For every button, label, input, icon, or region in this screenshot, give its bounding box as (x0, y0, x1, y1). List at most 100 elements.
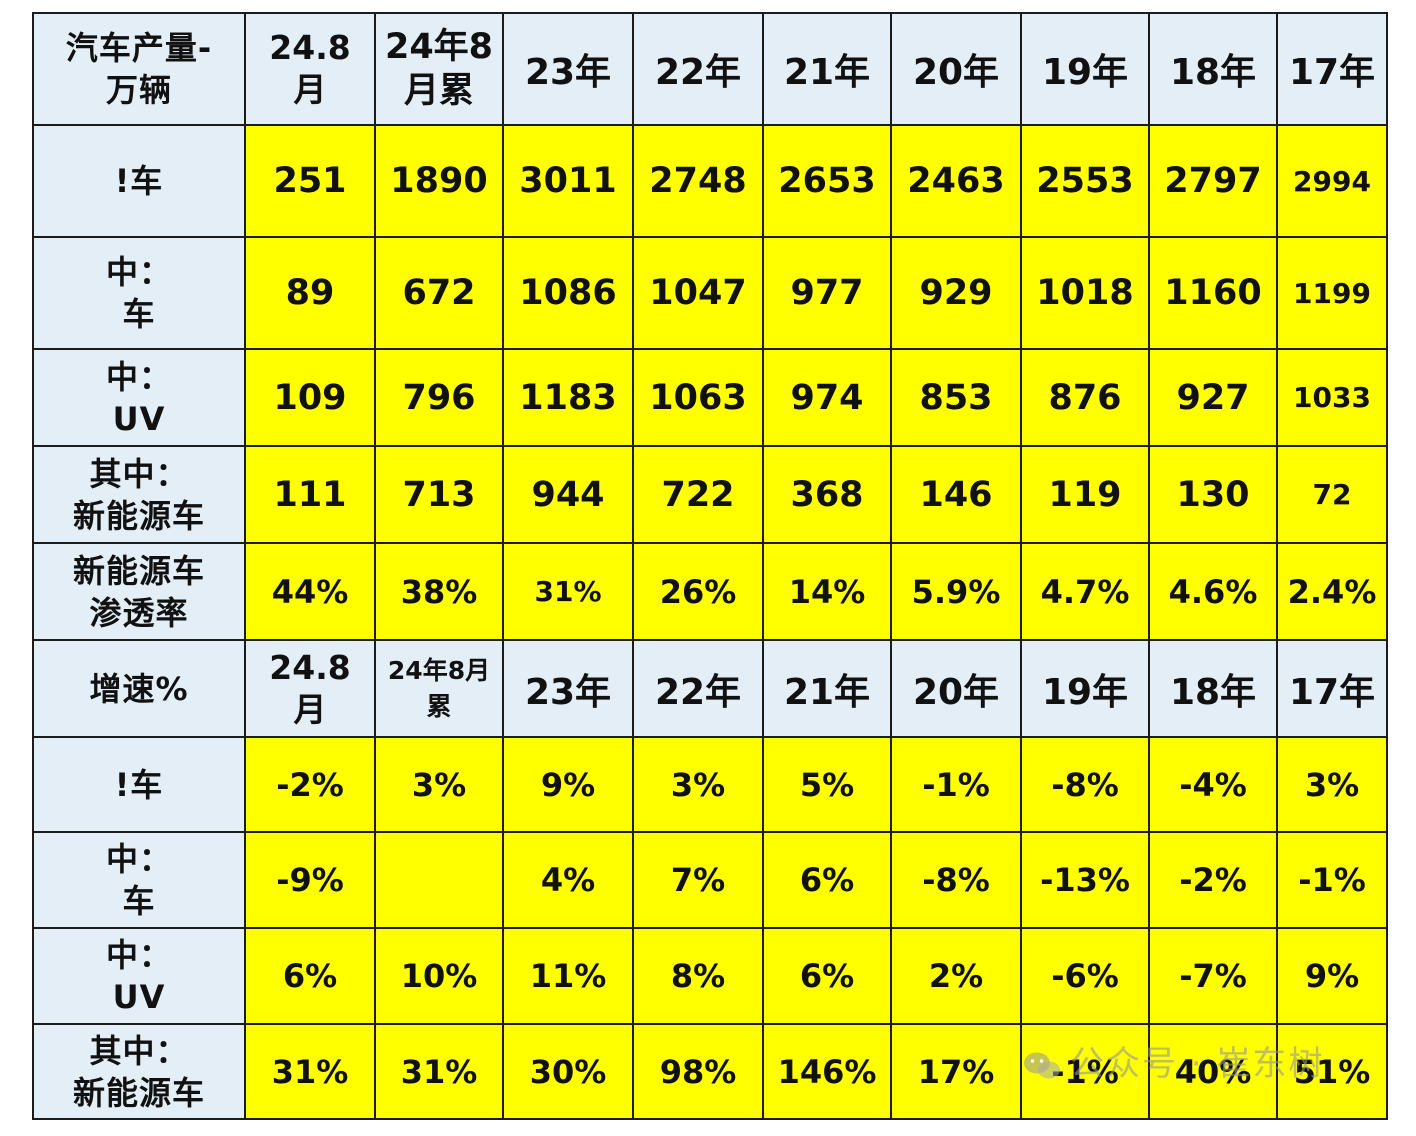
ytd-value: 31% (374, 1023, 504, 1120)
row-label-cell: !车 (32, 736, 246, 833)
year-value: 72 (1276, 445, 1388, 544)
year-value: 1033 (1276, 348, 1388, 447)
ytd-value: 1890 (374, 124, 504, 238)
year-value: 130 (1148, 445, 1278, 544)
year-value: 9% (502, 736, 634, 833)
year-value-text: 2748 (649, 161, 747, 201)
month-value-text: 6% (282, 957, 338, 995)
row-label-cell: 新能源车 渗透率 (32, 542, 246, 641)
header-year: 23年 (502, 12, 634, 126)
year-value: 146% (762, 1023, 892, 1120)
table-row: 中： UV 109 796 1183 1063 974 853 876 927 1033 (32, 348, 1388, 447)
year-value: 9% (1276, 927, 1388, 1025)
ytd-value: 3% (374, 736, 504, 833)
year-value-text: 3011 (519, 161, 617, 201)
year-value: 3% (632, 736, 764, 833)
row-label-cell: 中： 车 (32, 236, 246, 350)
table-row: 新能源车 渗透率 44% 38% 31% 26% 14% 5.9% 4.7% 4.6% 2.4% (32, 542, 1388, 641)
year-value: 853 (890, 348, 1022, 447)
year-value-text: 1199 (1293, 276, 1371, 310)
header-period: 24.8 (269, 28, 351, 67)
row-label-cell: 其中： 新能源车 (32, 445, 246, 544)
table-row: 其中： 新能源车 31% 31% 30% 98% 146% 17% -1% 40% 51% (32, 1023, 1388, 1120)
header-period: 月 (293, 689, 327, 729)
ytd-value: 796 (374, 348, 504, 447)
header-cumulative: 月累 (403, 71, 474, 111)
header-period: 月 (293, 70, 327, 109)
header-year: 20年 (890, 12, 1022, 126)
year-value: 1183 (502, 348, 634, 447)
year-value: 2653 (762, 124, 892, 238)
month-value-text: 89 (285, 273, 335, 313)
month-value: -9% (244, 831, 376, 929)
header-year-text: 23年 (524, 671, 612, 713)
year-value: 2994 (1276, 124, 1388, 238)
table-row: 其中： 新能源车 111 713 944 722 368 146 119 130 72 (32, 445, 1388, 544)
year-value: 1086 (502, 236, 634, 350)
year-value-text: 40% (1174, 1052, 1252, 1091)
ytd-value: 672 (374, 236, 504, 350)
year-value-text: 6% (799, 861, 855, 899)
year-value: 11% (502, 927, 634, 1025)
year-value-text: 2.4% (1287, 572, 1377, 611)
header-year: 20年 (890, 639, 1022, 738)
header-label: 增速% (89, 669, 189, 708)
month-value-text: 44% (271, 572, 349, 611)
year-value-text: 1033 (1293, 381, 1371, 414)
year-value: 927 (1148, 348, 1278, 447)
year-value-text: 5% (799, 765, 855, 804)
year-value-text: 98% (659, 1052, 737, 1091)
year-value-text: 4.7% (1040, 572, 1130, 611)
row-label: 其中： (89, 1031, 189, 1070)
year-value-text: 2653 (778, 161, 876, 201)
year-value: 2.4% (1276, 542, 1388, 641)
ytd-value-text: 38% (400, 572, 478, 611)
year-value-text: 11% (529, 957, 607, 995)
year-value: -1% (1276, 831, 1388, 929)
year-value: 5% (762, 736, 892, 833)
year-value-text: 14% (788, 572, 866, 611)
header-year-text: 18年 (1169, 52, 1257, 93)
month-value: -2% (244, 736, 376, 833)
month-value-text: 31% (271, 1052, 349, 1091)
year-value-text: 4.6% (1168, 572, 1258, 611)
year-value: 722 (632, 445, 764, 544)
year-value-text: 927 (1176, 377, 1250, 418)
table-row: 增速% 24.8 月 24年8月累 23年 22年 21年 20年 19年 18年 17年 (32, 639, 1388, 738)
row-label: 渗透率 (89, 593, 189, 632)
year-value-text: 9% (540, 765, 596, 804)
year-value-text: 72 (1312, 478, 1352, 511)
year-value-text: 2463 (907, 161, 1005, 201)
year-value: 1063 (632, 348, 764, 447)
year-value: 1047 (632, 236, 764, 350)
header-year: 22年 (632, 12, 764, 126)
month-value-text: 251 (273, 161, 347, 201)
ytd-value-text: 3% (411, 765, 467, 804)
ytd-value: 10% (374, 927, 504, 1025)
year-value-text: 17% (917, 1052, 995, 1091)
year-value: -2% (1148, 831, 1278, 929)
ytd-value-text: 10% (400, 957, 478, 995)
month-value: 44% (244, 542, 376, 641)
year-value-text: 1047 (649, 273, 747, 313)
year-value-text: -1% (1298, 861, 1366, 899)
header-period: 24.8 (269, 647, 351, 687)
year-value: 6% (762, 927, 892, 1025)
month-value: 6% (244, 927, 376, 1025)
year-value-text: 130 (1176, 474, 1250, 515)
year-value: 98% (632, 1023, 764, 1120)
year-value-text: 6% (799, 957, 855, 995)
row-label: 中： (105, 936, 172, 974)
year-value-text: -8% (922, 861, 990, 899)
row-label: 中： (105, 840, 172, 878)
header-year-text: 21年 (783, 52, 871, 93)
year-value-text: 1160 (1164, 273, 1262, 313)
year-value: 26% (632, 542, 764, 641)
header-label-cell: 增速% (32, 639, 246, 738)
ytd-value-text: 713 (402, 474, 476, 515)
year-value: 1160 (1148, 236, 1278, 350)
year-value-text: 3% (1304, 765, 1360, 804)
year-value-text: 977 (790, 273, 864, 313)
year-value-text: 974 (790, 377, 864, 418)
year-value-text: 9% (1304, 957, 1360, 995)
